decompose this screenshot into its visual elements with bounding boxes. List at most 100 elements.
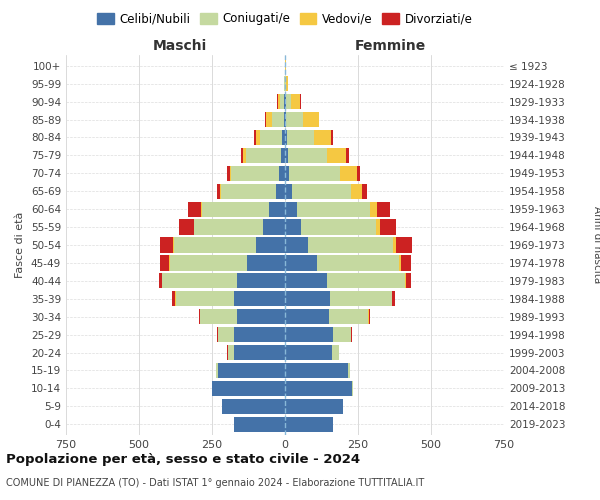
Bar	[272, 112, 284, 127]
Bar	[212, 381, 285, 396]
Bar	[350, 184, 362, 199]
Bar	[393, 238, 396, 252]
Bar	[284, 112, 285, 127]
Bar	[406, 273, 410, 288]
Bar	[348, 363, 350, 378]
Bar	[285, 309, 329, 324]
Bar	[328, 273, 405, 288]
Bar	[234, 291, 285, 306]
Bar	[256, 130, 260, 145]
Bar	[228, 345, 234, 360]
Bar	[292, 184, 351, 199]
Bar	[317, 256, 399, 270]
Bar	[170, 256, 247, 270]
Bar	[234, 327, 285, 342]
Bar	[285, 220, 301, 234]
Bar	[217, 363, 218, 378]
Bar	[188, 202, 201, 217]
Bar	[330, 291, 392, 306]
Bar	[288, 148, 328, 163]
Bar	[285, 416, 333, 432]
Bar	[285, 202, 296, 217]
Bar	[227, 166, 230, 181]
Y-axis label: Fasce di età: Fasce di età	[16, 212, 25, 278]
Bar	[346, 148, 349, 163]
Bar	[332, 345, 339, 360]
Bar	[285, 184, 292, 199]
Bar	[234, 345, 285, 360]
Bar	[301, 220, 376, 234]
Bar	[285, 327, 333, 342]
Bar	[308, 238, 393, 252]
Bar	[221, 184, 276, 199]
Bar	[285, 238, 308, 252]
Bar	[376, 220, 380, 234]
Bar	[289, 166, 340, 181]
Bar	[399, 256, 401, 270]
Bar	[160, 256, 169, 270]
Bar	[266, 112, 272, 127]
Bar	[286, 76, 288, 92]
Bar	[333, 327, 350, 342]
Bar	[231, 166, 279, 181]
Bar	[285, 166, 289, 181]
Bar	[234, 416, 285, 432]
Text: COMUNE DI PIANEZZA (TO) - Dati ISTAT 1° gennaio 2024 - Elaborazione TUTTITALIA.I: COMUNE DI PIANEZZA (TO) - Dati ISTAT 1° …	[6, 478, 424, 488]
Bar	[230, 166, 231, 181]
Bar	[218, 327, 234, 342]
Text: Popolazione per età, sesso e stato civile - 2024: Popolazione per età, sesso e stato civil…	[6, 452, 360, 466]
Bar	[279, 166, 285, 181]
Bar	[217, 184, 220, 199]
Bar	[340, 166, 356, 181]
Bar	[256, 238, 285, 252]
Bar	[285, 381, 352, 396]
Bar	[284, 76, 285, 92]
Bar	[286, 94, 292, 109]
Bar	[362, 184, 367, 199]
Bar	[392, 291, 395, 306]
Bar	[285, 76, 286, 92]
Bar	[314, 130, 331, 145]
Bar	[380, 220, 396, 234]
Bar	[370, 202, 377, 217]
Text: Femmine: Femmine	[355, 39, 426, 53]
Bar	[328, 148, 346, 163]
Bar	[163, 273, 237, 288]
Bar	[285, 256, 317, 270]
Bar	[285, 398, 343, 414]
Bar	[285, 291, 330, 306]
Bar	[285, 273, 328, 288]
Bar	[158, 273, 162, 288]
Bar	[278, 94, 280, 109]
Bar	[202, 202, 269, 217]
Bar	[285, 130, 287, 145]
Bar	[285, 345, 332, 360]
Text: Anni di nascita: Anni di nascita	[592, 206, 600, 284]
Bar	[302, 112, 319, 127]
Bar	[237, 273, 285, 288]
Bar	[218, 363, 285, 378]
Bar	[405, 273, 406, 288]
Bar	[199, 309, 200, 324]
Bar	[276, 184, 285, 199]
Bar	[242, 148, 245, 163]
Bar	[194, 220, 263, 234]
Bar	[369, 309, 370, 324]
Bar	[281, 148, 285, 163]
Legend: Celibi/Nubili, Coniugati/e, Vedovi/e, Divorziati/e: Celibi/Nubili, Coniugati/e, Vedovi/e, Di…	[92, 8, 478, 30]
Bar	[179, 220, 194, 234]
Bar	[285, 112, 286, 127]
Bar	[285, 363, 348, 378]
Bar	[200, 309, 237, 324]
Bar	[282, 130, 285, 145]
Bar	[269, 202, 285, 217]
Bar	[331, 130, 332, 145]
Bar	[356, 166, 360, 181]
Bar	[296, 202, 370, 217]
Bar	[280, 94, 284, 109]
Bar	[241, 148, 242, 163]
Bar	[174, 238, 256, 252]
Bar	[254, 130, 256, 145]
Bar	[285, 148, 288, 163]
Bar	[247, 256, 285, 270]
